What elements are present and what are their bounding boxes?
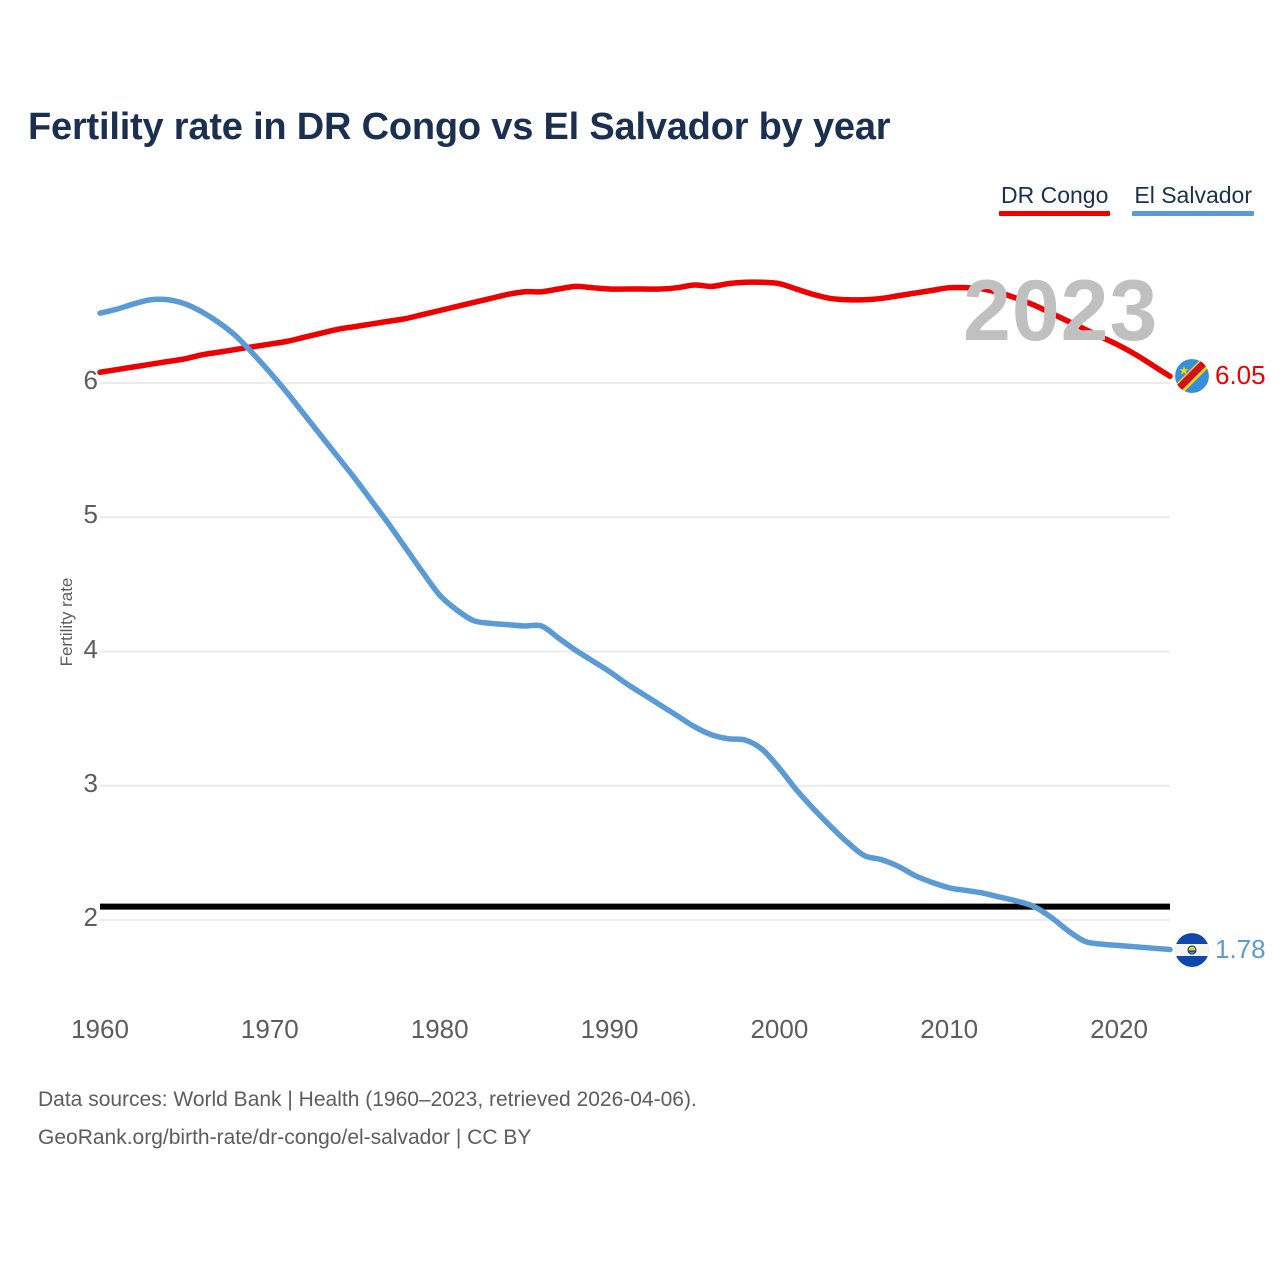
y-axis-title: Fertility rate — [57, 577, 76, 667]
end-value-dr-congo: 6.05 — [1215, 360, 1266, 391]
x-tick-label: 2020 — [1090, 1014, 1148, 1044]
legend-label-el-salvador: El Salvador — [1134, 182, 1252, 208]
legend-color-swatch-el-salvador — [1132, 211, 1254, 216]
footer-data-sources: Data sources: World Bank | Health (1960–… — [38, 1088, 697, 1111]
dr-congo-flag-icon — [1175, 359, 1209, 394]
x-tick-label: 1960 — [71, 1014, 129, 1044]
el-salvador-flag-icon — [1175, 932, 1209, 967]
y-tick-label: 6 — [83, 365, 98, 395]
legend-color-swatch-dr-congo — [998, 211, 1111, 216]
legend-label-dr-congo: DR Congo — [1000, 182, 1109, 208]
line-series-dr-congo — [97, 279, 1173, 380]
y-tick-label: 5 — [83, 499, 98, 530]
legend-item-dr-congo[interactable]: DR Congo — [998, 182, 1111, 216]
year-watermark: 2023 — [963, 263, 1159, 359]
legend-item-el-salvador[interactable]: El Salvador — [1132, 182, 1254, 216]
footer-attribution: GeoRank.org/birth-rate/dr-congo/el-salva… — [38, 1126, 532, 1149]
gridlines — [100, 382, 1170, 921]
x-tick-label: 1990 — [580, 1014, 639, 1044]
x-tick-label: 2010 — [920, 1014, 979, 1044]
x-tick-label: 2000 — [750, 1014, 809, 1044]
y-tick-label: 2 — [83, 902, 98, 932]
x-tick-label: 1980 — [410, 1014, 469, 1044]
x-tick-label: 1970 — [240, 1014, 299, 1044]
line-series-el-salvador — [97, 296, 1173, 953]
y-tick-label: 3 — [83, 767, 98, 798]
end-value-el-salvador: 1.78 — [1215, 933, 1266, 964]
y-tick-label: 4 — [83, 633, 98, 664]
page-title: Fertility rate in DR Congo vs El Salvado… — [28, 106, 891, 148]
chart-legend: DR Congo El Salvador — [998, 182, 1254, 216]
